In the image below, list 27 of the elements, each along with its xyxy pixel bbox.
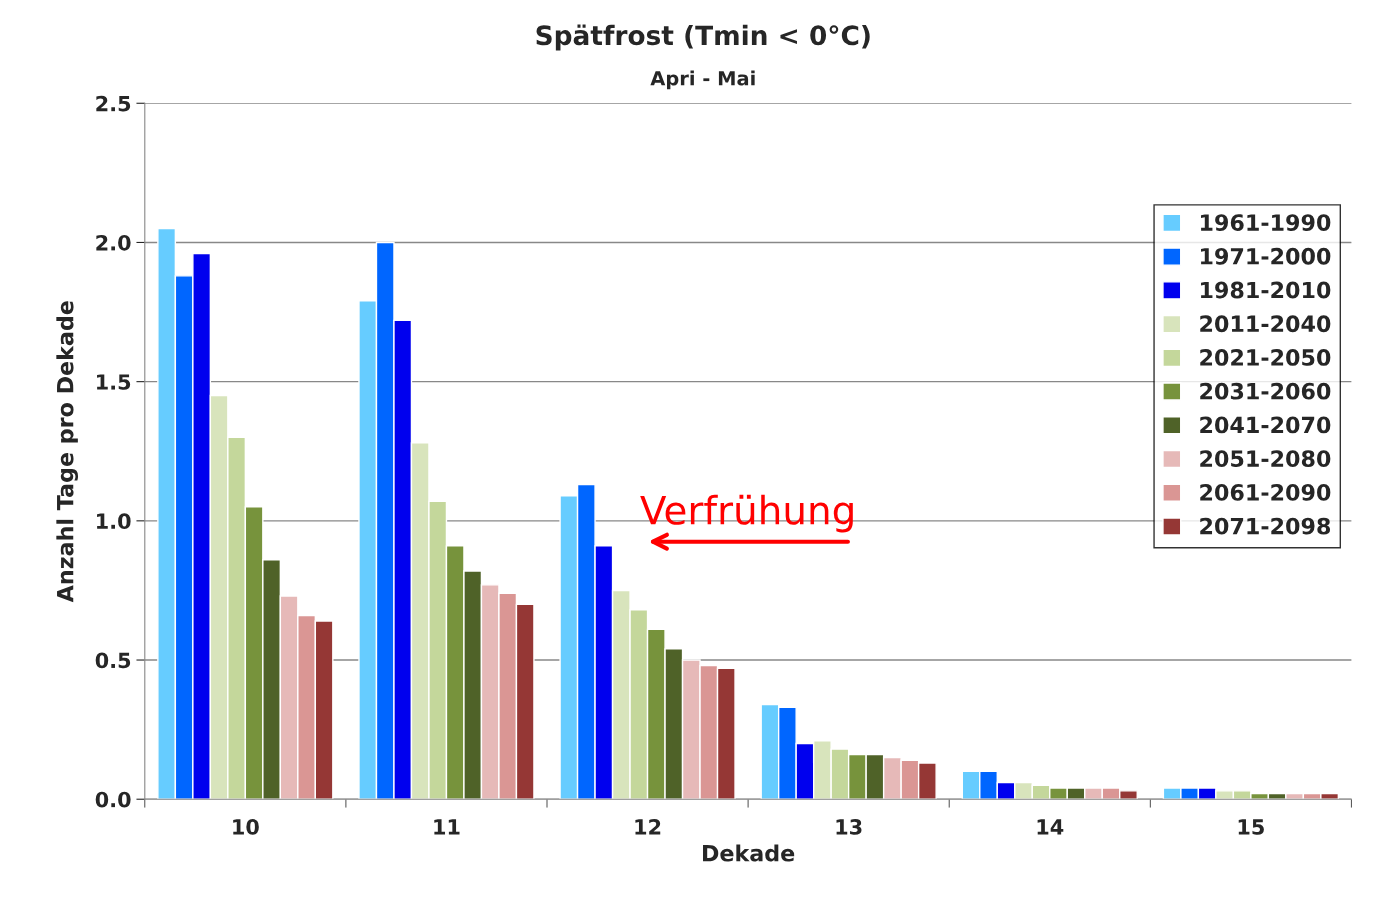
legend-label: 2041-2070 bbox=[1200, 416, 1331, 434]
y-tick-label: 2.5 bbox=[96, 95, 131, 112]
y-tick-label: 1.5 bbox=[97, 374, 131, 390]
y-tick-label: 0.5 bbox=[95, 652, 131, 669]
x-tick-label: 14 bbox=[1037, 819, 1064, 835]
legend-label: 1971-2000 bbox=[1201, 247, 1331, 265]
x-tick-label: 13 bbox=[836, 819, 862, 835]
x-axis-title: Dekade bbox=[703, 844, 795, 862]
legend-label: 2031-2060 bbox=[1200, 382, 1331, 400]
legend-label: 2061-2090 bbox=[1200, 483, 1331, 501]
y-tick-label: 2.0 bbox=[96, 234, 131, 251]
chart-title: Spätfrost (Tmin < 0°C) bbox=[536, 24, 870, 51]
legend-label: 2021-2050 bbox=[1200, 349, 1331, 366]
legend-label: 1961-1990 bbox=[1201, 214, 1331, 231]
legend-label: 2051-2080 bbox=[1200, 450, 1331, 468]
legend-label: 1981-2010 bbox=[1201, 281, 1331, 299]
x-tick-label: 12 bbox=[635, 819, 661, 835]
annotation: Verfrühung bbox=[640, 494, 853, 533]
y-axis-title: Anzahl Tage pro Dekade bbox=[56, 301, 79, 603]
chart-subtitle: Apri - Mai bbox=[650, 70, 755, 90]
y-tick-label: 1.0 bbox=[97, 513, 131, 530]
y-tick-label: 0.0 bbox=[95, 791, 131, 808]
x-tick-label: 10 bbox=[233, 819, 259, 835]
x-tick-label: 15 bbox=[1238, 819, 1264, 835]
legend-label: 2011-2040 bbox=[1200, 315, 1331, 333]
x-tick-label: 11 bbox=[434, 819, 460, 835]
legend-label: 2071-2098 bbox=[1200, 517, 1331, 535]
